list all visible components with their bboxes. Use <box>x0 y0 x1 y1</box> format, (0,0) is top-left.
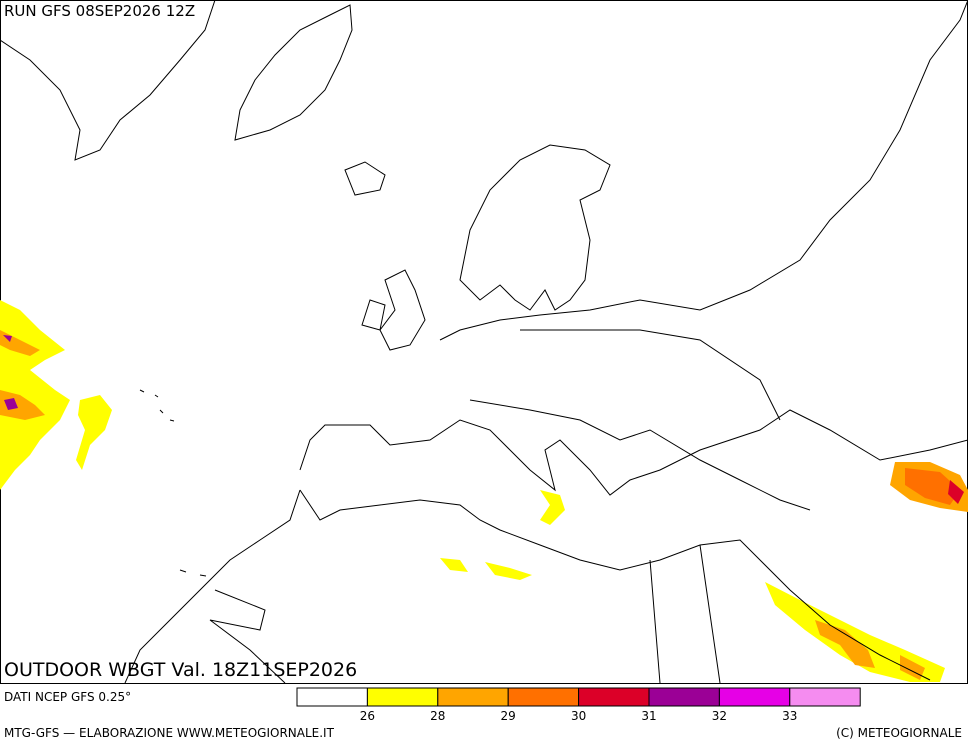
legend-swatch <box>648 687 720 707</box>
map-title: OUTDOOR WBGT Val. 18Z11SEP2026 <box>4 659 357 681</box>
map: RUN GFS 08SEP2026 12Z OUTDOOR WBGT Val. … <box>0 0 968 684</box>
legend-label: 32 <box>712 709 727 723</box>
run-label: RUN GFS 08SEP2026 12Z <box>4 2 195 20</box>
shading-yellow <box>440 558 532 580</box>
legend-swatch <box>578 687 650 707</box>
shading-yellow <box>540 490 565 525</box>
british-isles <box>361 269 426 351</box>
shading-orange-dark <box>905 468 960 505</box>
legend-label: 31 <box>641 709 656 723</box>
legend-label: 26 <box>360 709 375 723</box>
europe-south <box>299 409 968 496</box>
greenland <box>234 4 353 141</box>
europe-north <box>439 0 968 341</box>
legend-label: 30 <box>571 709 586 723</box>
legend-swatch <box>437 687 509 707</box>
data-source: DATI NCEP GFS 0.25° <box>4 690 131 704</box>
legend-swatch <box>507 687 580 707</box>
legend-label: 33 <box>782 709 797 723</box>
africa-north <box>299 489 931 681</box>
borders <box>209 329 811 684</box>
footer-right: (C) METEOGIORNALE <box>836 726 962 740</box>
shading-orange <box>0 330 45 420</box>
legend-swatch <box>366 687 439 707</box>
map-frame <box>0 0 968 684</box>
africa-west <box>124 489 301 684</box>
islands <box>139 389 207 577</box>
shading-yellow <box>76 395 112 470</box>
footer-left: MTG-GFS — ELABORAZIONE WWW.METEOGIORNALE… <box>4 726 335 740</box>
legend-swatch <box>296 687 368 707</box>
shading-red <box>948 480 964 504</box>
legend-swatch <box>718 687 791 707</box>
canada <box>0 0 216 161</box>
legend-swatch <box>789 687 861 707</box>
coastlines <box>0 0 968 684</box>
shading-orange <box>815 620 925 680</box>
iceland <box>344 161 386 196</box>
scandinavia <box>459 144 611 311</box>
legend-label: 28 <box>430 709 445 723</box>
legend-label: 29 <box>501 709 516 723</box>
legend: 26 28 29 30 31 32 33 <box>296 687 861 723</box>
